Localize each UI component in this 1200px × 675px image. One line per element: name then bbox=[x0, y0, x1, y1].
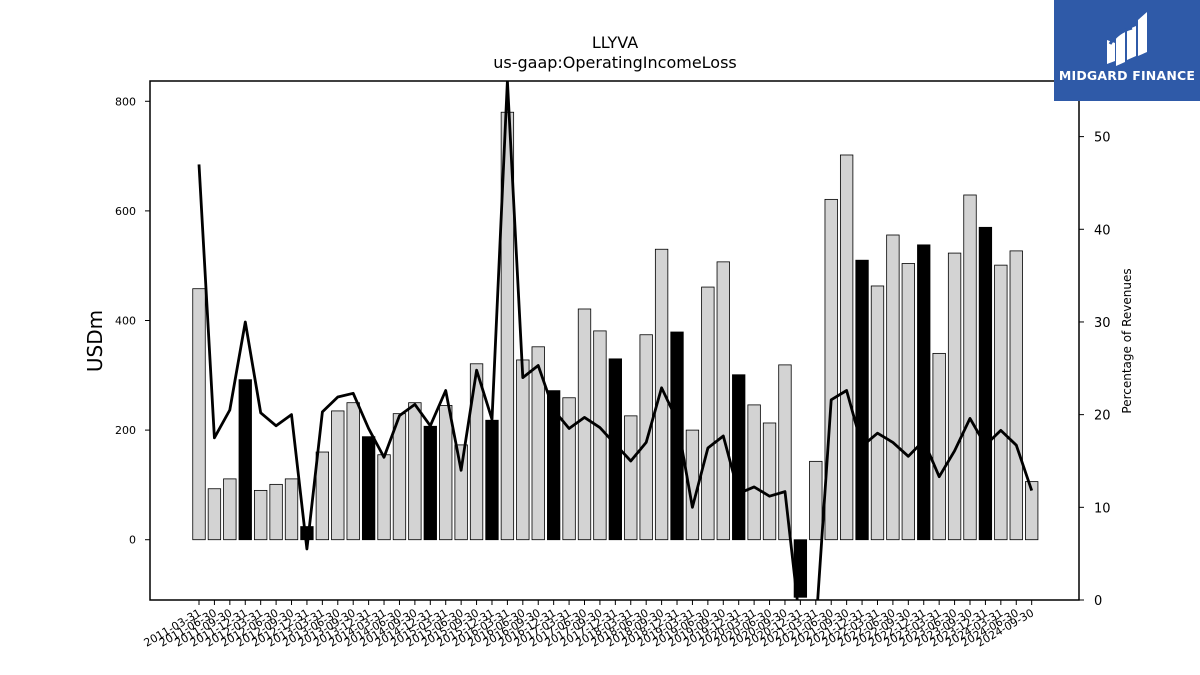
bar bbox=[423, 425, 437, 541]
bar bbox=[331, 410, 345, 541]
chart-title: LLYVA bbox=[592, 33, 638, 52]
bar bbox=[238, 379, 252, 541]
bar bbox=[408, 402, 422, 541]
bar bbox=[562, 397, 576, 541]
y-tick-label: 600 bbox=[115, 205, 136, 218]
bar bbox=[624, 415, 638, 541]
y2-tick-label: 40 bbox=[1094, 223, 1111, 238]
bar bbox=[593, 330, 607, 541]
y-tick-label: 400 bbox=[115, 314, 136, 327]
y-axis-label: USDm bbox=[83, 310, 107, 372]
bar bbox=[454, 444, 468, 541]
y2-tick-label: 0 bbox=[1094, 594, 1102, 609]
bar bbox=[963, 194, 977, 541]
bar bbox=[809, 460, 823, 541]
bar bbox=[901, 263, 915, 541]
bar bbox=[778, 364, 792, 541]
bar bbox=[547, 390, 561, 541]
y2-tick-label: 30 bbox=[1094, 316, 1111, 331]
bar bbox=[346, 402, 360, 541]
bar bbox=[747, 404, 761, 541]
bar bbox=[361, 436, 376, 541]
bar bbox=[577, 308, 592, 541]
bar bbox=[223, 478, 237, 541]
bar bbox=[439, 405, 453, 541]
bar bbox=[639, 334, 653, 541]
bar bbox=[762, 422, 777, 541]
bar bbox=[855, 259, 869, 541]
bar bbox=[392, 413, 407, 541]
logo-text: MIDGARD FINANCE bbox=[1058, 68, 1196, 83]
bar bbox=[469, 363, 484, 541]
y-axis-left: 0 200 400 600 800 bbox=[115, 95, 150, 547]
bar bbox=[500, 111, 515, 541]
midgard-finance-logo-icon bbox=[1107, 12, 1147, 66]
bar bbox=[932, 352, 946, 541]
y2-tick-label: 20 bbox=[1094, 409, 1111, 424]
y2-tick-label: 50 bbox=[1094, 131, 1111, 146]
bar bbox=[839, 154, 854, 541]
y2-axis-label: Percentage of Revenues bbox=[1120, 268, 1134, 413]
bar bbox=[994, 264, 1008, 541]
chart-subtitle: us-gaap:OperatingIncomeLoss bbox=[493, 53, 737, 72]
plot-frame bbox=[149, 80, 1080, 601]
y-tick-label: 200 bbox=[115, 424, 136, 437]
line-series bbox=[197, 81, 1034, 600]
bar bbox=[670, 331, 684, 541]
midgard-finance-logo: MIDGARD FINANCE bbox=[1054, 0, 1200, 101]
bar bbox=[701, 286, 715, 541]
bar bbox=[870, 285, 885, 541]
bar bbox=[516, 359, 530, 541]
bar bbox=[377, 454, 391, 541]
bar bbox=[824, 198, 838, 541]
y-tick-label: 800 bbox=[115, 95, 136, 108]
bar bbox=[917, 244, 931, 541]
bar bbox=[284, 478, 299, 541]
bar bbox=[485, 419, 499, 541]
bar bbox=[1009, 250, 1023, 541]
bar bbox=[716, 261, 730, 541]
bar bbox=[978, 226, 993, 541]
series-line bbox=[197, 81, 1034, 600]
y-axis-right: 0 10 20 30 40 50 bbox=[1079, 131, 1111, 609]
bar bbox=[192, 288, 206, 541]
bar bbox=[654, 248, 669, 541]
bar bbox=[315, 451, 330, 541]
x-axis: 2011-03-312011-06-302011-09-302011-12-31… bbox=[142, 600, 1036, 650]
bar-series bbox=[192, 111, 1039, 598]
bar bbox=[269, 483, 283, 541]
bar bbox=[207, 488, 222, 541]
bar bbox=[1025, 481, 1039, 541]
bar bbox=[254, 489, 268, 541]
y-tick-label: 0 bbox=[129, 534, 136, 547]
bar bbox=[531, 346, 545, 541]
bar bbox=[732, 374, 746, 541]
bar bbox=[886, 234, 900, 541]
bar bbox=[947, 252, 962, 541]
y2-tick-label: 10 bbox=[1094, 501, 1111, 516]
